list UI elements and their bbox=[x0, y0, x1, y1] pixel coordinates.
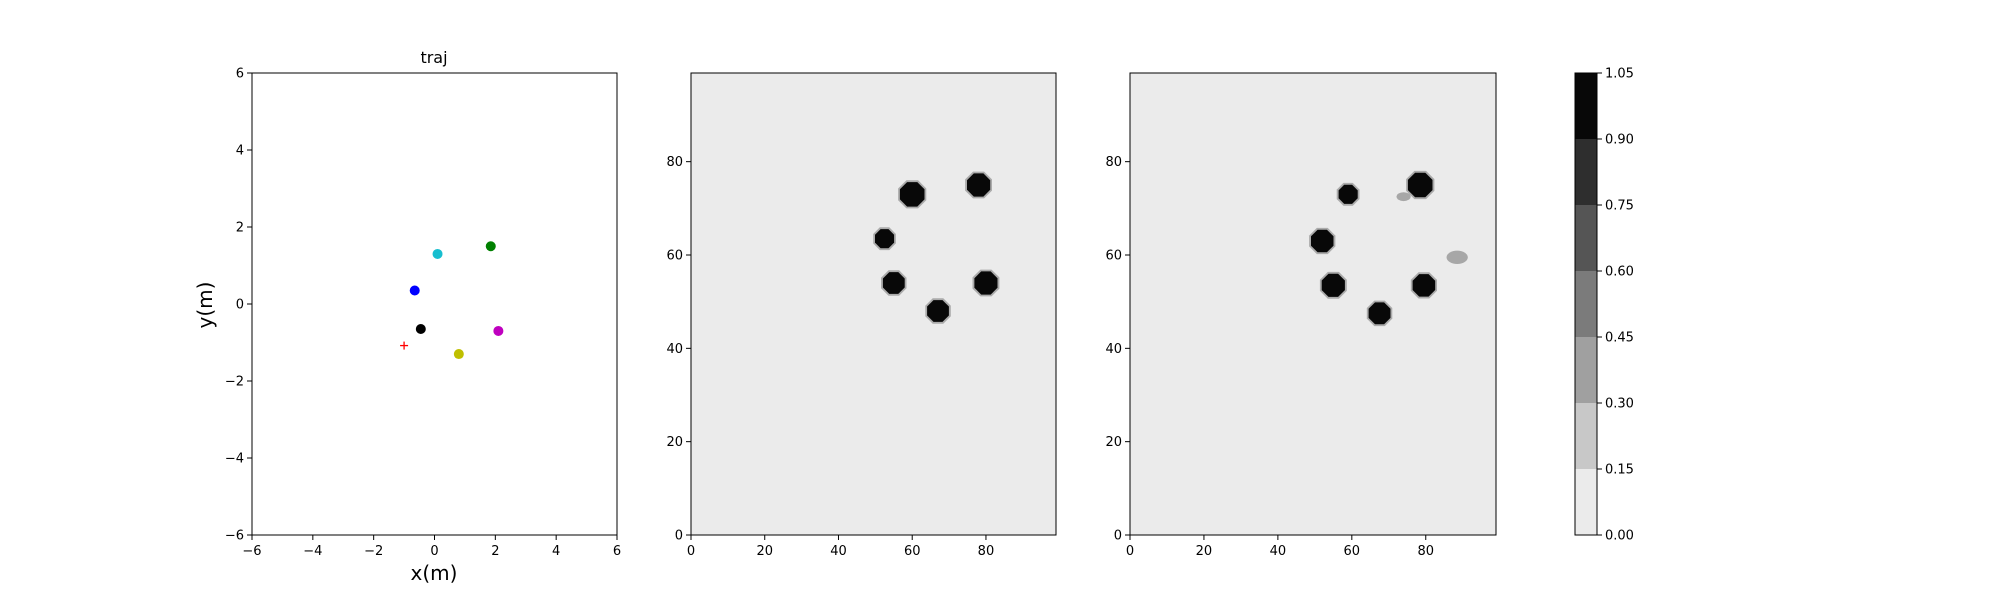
y-tick-label: 80 bbox=[1105, 155, 1122, 170]
colorbar-band bbox=[1575, 271, 1597, 337]
heat-blob bbox=[899, 182, 925, 207]
colorbar-ticks: 0.00 0.15 0.30 0.45 0.60 0.75 0.90 1.05 bbox=[1597, 67, 1634, 544]
colorbar-band bbox=[1575, 469, 1597, 535]
colorbar-band bbox=[1575, 139, 1597, 205]
colorbar-tick-label: 0.90 bbox=[1605, 133, 1634, 148]
x-tick-label: 80 bbox=[1417, 544, 1434, 559]
colorbar-band bbox=[1575, 73, 1597, 139]
heatmap-plot-right: 0 20 40 60 80 0 20 40 60 80 bbox=[1105, 72, 1497, 559]
x-tick-label: 4 bbox=[552, 544, 560, 559]
y-tick-label: 40 bbox=[666, 342, 683, 357]
y-tick-label: 20 bbox=[1105, 435, 1122, 450]
colorbar-band bbox=[1575, 205, 1597, 271]
x-tick-label: −6 bbox=[242, 544, 261, 559]
x-tick-label: 0 bbox=[687, 544, 695, 559]
y-tick-label: 80 bbox=[666, 155, 683, 170]
heatmap-background bbox=[1130, 73, 1496, 535]
colorbar-band bbox=[1575, 403, 1597, 469]
data-point bbox=[493, 325, 504, 336]
y-tick-label: −6 bbox=[225, 529, 244, 544]
colorbar-frame bbox=[1574, 72, 1598, 536]
heatmap-blobs bbox=[1309, 170, 1468, 327]
colorbar-tick-label: 0.60 bbox=[1605, 265, 1634, 280]
y-tick-label: 60 bbox=[666, 249, 683, 264]
heatmap-plot-left: 0 20 40 60 80 0 20 40 60 80 bbox=[666, 72, 1057, 559]
x-tick-label: 0 bbox=[1126, 544, 1134, 559]
heat-blob bbox=[875, 229, 895, 249]
data-point bbox=[415, 324, 426, 335]
data-points bbox=[400, 241, 504, 360]
data-point-plus bbox=[400, 341, 409, 350]
x-tick-label: 0 bbox=[430, 544, 438, 559]
heat-blob bbox=[882, 272, 905, 294]
heat-blob bbox=[927, 300, 949, 322]
colorbar: 0.00 0.15 0.30 0.45 0.60 0.75 0.90 1.05 bbox=[1574, 67, 1634, 544]
heatmap-background bbox=[691, 73, 1056, 535]
heatmap-blobs bbox=[873, 171, 1000, 324]
trajectory-plot: traj x(m) y(m) −6 −4 −2 0 2 4 6 −6 −4 −2 0 2 4 6 bbox=[193, 48, 621, 585]
y-tick-label: 6 bbox=[236, 67, 244, 82]
x-tick-label: 40 bbox=[830, 544, 847, 559]
y-tick-label: 0 bbox=[675, 529, 683, 544]
x-tick-label: 80 bbox=[978, 544, 995, 559]
data-point bbox=[409, 285, 420, 296]
heat-blob bbox=[1407, 172, 1433, 198]
heat-blob bbox=[974, 271, 998, 295]
plot-frame bbox=[690, 72, 1057, 536]
x-tick-label: 60 bbox=[1344, 544, 1361, 559]
y-tick-label: −4 bbox=[225, 452, 244, 467]
data-point bbox=[485, 241, 496, 252]
heat-blob bbox=[1311, 229, 1334, 253]
data-point bbox=[432, 248, 443, 259]
y-tick-label: 20 bbox=[666, 435, 683, 450]
plot-frame bbox=[251, 72, 618, 536]
colorbar-tick-label: 0.75 bbox=[1605, 199, 1634, 214]
heat-blob bbox=[1368, 302, 1391, 325]
x-tick-label: 60 bbox=[904, 544, 921, 559]
y-tick-label: 0 bbox=[236, 298, 244, 313]
x-tick-label: 2 bbox=[491, 544, 499, 559]
y-axis-label: y(m) bbox=[193, 282, 217, 329]
data-point bbox=[453, 349, 464, 360]
x-axis-label: x(m) bbox=[411, 561, 458, 585]
colorbar-tick-label: 0.45 bbox=[1605, 331, 1634, 346]
y-tick-label: 2 bbox=[236, 221, 244, 236]
y-tick-label: 60 bbox=[1105, 249, 1122, 264]
y-tick-label: 4 bbox=[236, 144, 244, 159]
heat-blob bbox=[1321, 273, 1345, 297]
x-tick-label: −4 bbox=[303, 544, 322, 559]
heat-blob bbox=[1338, 184, 1358, 204]
y-tick-label: 0 bbox=[1114, 529, 1122, 544]
colorbar-tick-label: 0.30 bbox=[1605, 397, 1634, 412]
plot-title: traj bbox=[420, 48, 447, 67]
x-tick-label: 20 bbox=[1196, 544, 1213, 559]
colorbar-band bbox=[1575, 337, 1597, 403]
x-tick-label: 40 bbox=[1270, 544, 1287, 559]
x-tick-label: 20 bbox=[756, 544, 773, 559]
colorbar-tick-label: 0.00 bbox=[1605, 529, 1634, 544]
heat-blob bbox=[967, 173, 991, 197]
plot-frame bbox=[1129, 72, 1497, 536]
axis-ticks: 0 20 40 60 80 0 20 40 60 80 bbox=[1105, 155, 1434, 559]
colorbar-tick-label: 1.05 bbox=[1605, 67, 1634, 82]
heat-blob-faint bbox=[1446, 250, 1468, 264]
colorbar-tick-label: 0.15 bbox=[1605, 463, 1634, 478]
axis-ticks: 0 20 40 60 80 0 20 40 60 80 bbox=[666, 155, 994, 559]
y-tick-label: −2 bbox=[225, 375, 244, 390]
y-tick-label: 40 bbox=[1105, 342, 1122, 357]
heat-blob-faint bbox=[1396, 192, 1411, 202]
heat-blob bbox=[1412, 274, 1436, 297]
x-tick-label: 6 bbox=[613, 544, 621, 559]
x-tick-label: −2 bbox=[364, 544, 383, 559]
axis-ticks: −6 −4 −2 0 2 4 6 −6 −4 −2 0 2 4 6 bbox=[225, 67, 621, 560]
colorbar-bands bbox=[1575, 73, 1597, 535]
